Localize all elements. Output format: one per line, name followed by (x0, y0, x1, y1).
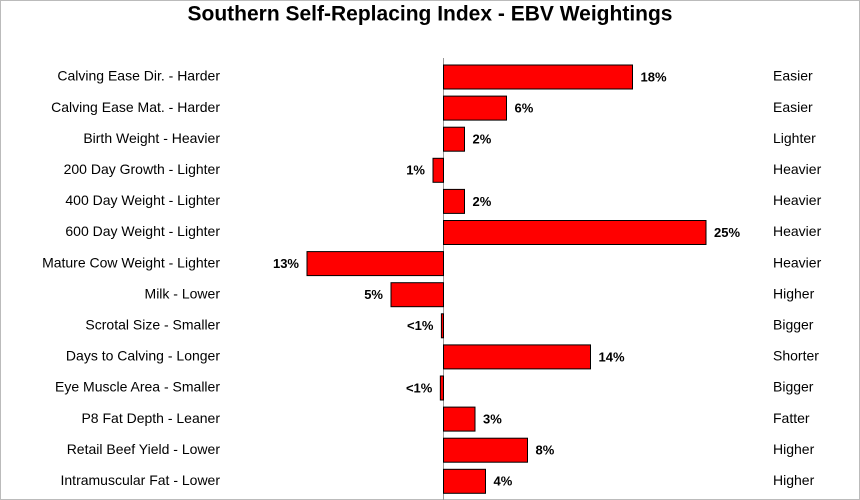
direction-label: Lighter (773, 130, 816, 146)
direction-label: Higher (773, 285, 815, 301)
bar (390, 282, 444, 308)
category-label: Birth Weight - Heavier (83, 130, 220, 146)
bar (443, 64, 633, 90)
bar (443, 344, 591, 370)
value-label: 1% (406, 163, 425, 178)
category-label: Milk - Lower (145, 285, 221, 301)
category-label: 600 Day Weight - Lighter (65, 223, 220, 239)
direction-label: Heavier (773, 223, 822, 239)
value-label: 4% (494, 474, 513, 489)
direction-label: Heavier (773, 192, 822, 208)
value-label: 18% (641, 69, 667, 84)
chart-title: Southern Self-Replacing Index - EBV Weig… (188, 3, 673, 26)
bar (440, 313, 444, 339)
bar (443, 95, 507, 121)
category-label: Intramuscular Fat - Lower (61, 472, 221, 488)
bar (443, 406, 476, 432)
direction-label: Easier (773, 99, 813, 115)
direction-label: Higher (773, 472, 815, 488)
category-label: 200 Day Growth - Lighter (64, 161, 221, 177)
bar (439, 375, 445, 401)
direction-label: Heavier (773, 254, 822, 270)
bar (443, 468, 486, 494)
category-label: Calving Ease Dir. - Harder (57, 68, 220, 84)
category-label: Scrotal Size - Smaller (85, 317, 220, 333)
category-label: 400 Day Weight - Lighter (65, 192, 220, 208)
value-label: 5% (364, 287, 383, 302)
direction-label: Heavier (773, 161, 822, 177)
bar (432, 157, 444, 183)
category-label: Days to Calving - Longer (66, 348, 220, 364)
value-label: <1% (407, 318, 434, 333)
bar (443, 188, 465, 214)
value-label: 14% (599, 349, 625, 364)
direction-label: Bigger (773, 379, 814, 395)
bar (443, 437, 528, 463)
value-label: 2% (473, 194, 492, 209)
value-label: 2% (473, 132, 492, 147)
category-label: Calving Ease Mat. - Harder (51, 99, 220, 115)
direction-label: Fatter (773, 410, 810, 426)
bar (443, 126, 465, 152)
bar (443, 220, 707, 245)
direction-label: Shorter (773, 348, 819, 364)
direction-label: Higher (773, 441, 815, 457)
value-label: 3% (483, 412, 502, 427)
bar (306, 251, 444, 277)
category-label: Eye Muscle Area - Smaller (55, 379, 220, 395)
category-label: Retail Beef Yield - Lower (67, 441, 221, 457)
value-label: 13% (273, 256, 299, 271)
category-label: Mature Cow Weight - Lighter (42, 254, 220, 270)
direction-label: Bigger (773, 317, 814, 333)
value-label: <1% (406, 380, 433, 395)
direction-label: Easier (773, 68, 813, 84)
value-label: 8% (536, 443, 555, 458)
value-label: 25% (714, 225, 740, 240)
value-label: 6% (515, 101, 534, 116)
category-label: P8 Fat Depth - Leaner (81, 410, 220, 426)
